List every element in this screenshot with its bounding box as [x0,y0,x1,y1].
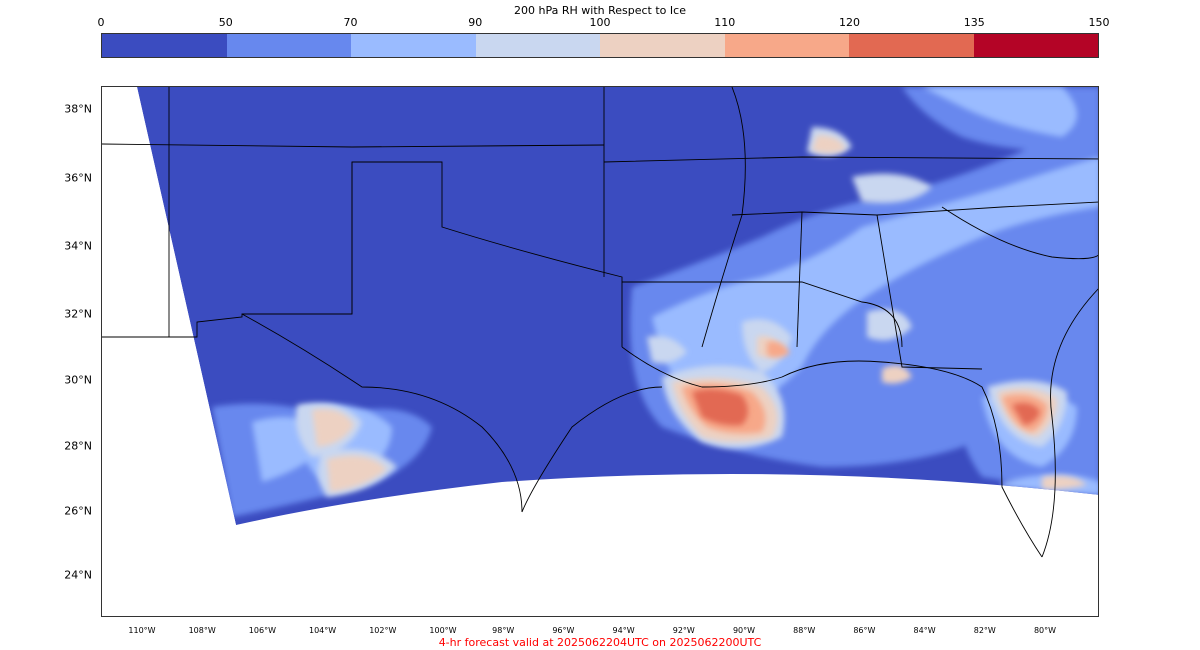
colorbar-tick-label: 70 [343,16,358,29]
colorbar-tick-label: 150 [1088,16,1110,29]
longitude-label: 100°W [429,626,457,635]
longitude-label: 108°W [188,626,216,635]
colorbar-tick-label: 90 [468,16,483,29]
latitude-label: 30°N [64,373,92,387]
colorbar-tick-label: 120 [839,16,860,29]
colorbar-segment [724,34,849,57]
colorbar-title: 200 hPa RH with Respect to Ice [514,4,686,17]
colorbar-tick-label: 100 [589,16,611,29]
latitude-label: 26°N [64,504,92,518]
latitude-label: 38°N [64,102,92,116]
longitude-label: 84°W [913,626,936,635]
colorbar-segment [351,34,476,57]
latitude-label: 24°N [64,568,92,582]
forecast-footer: 4-hr forecast valid at 2025062204UTC on … [438,636,762,649]
latitude-label: 32°N [64,307,92,321]
longitude-label: 106°W [248,626,276,635]
colorbar-segment [226,34,351,57]
colorbar-segment [973,34,1098,57]
colorbar-tick-label: 110 [714,16,736,29]
longitude-label: 82°W [973,626,996,635]
colorbar-tick-label: 0 [97,16,105,29]
longitude-label: 104°W [309,626,337,635]
map-panel [101,86,1099,617]
colorbar-segment [102,34,227,57]
longitude-label: 86°W [853,626,876,635]
longitude-label: 94°W [612,626,635,635]
longitude-label: 80°W [1033,626,1057,635]
longitude-label: 110°W [128,626,156,635]
rh-map [102,87,1098,558]
colorbar-tick-label: 135 [963,16,985,29]
longitude-label: 90°W [732,626,756,635]
borders [102,87,1098,558]
longitude-label: 102°W [369,626,397,635]
longitude-label: 96°W [552,626,575,635]
longitude-label: 88°W [793,626,816,635]
colorbar-segment [475,34,600,57]
rh-contours [212,87,1098,517]
colorbar-segment [600,34,725,57]
longitude-label: 98°W [492,626,515,635]
latitude-label: 34°N [64,239,92,253]
latitude-label: 36°N [64,171,92,185]
colorbar [101,33,1099,58]
latitude-label: 28°N [64,439,92,453]
colorbar-segment [849,34,974,57]
longitude-label: 92°W [672,626,695,635]
colorbar-tick-label: 50 [218,16,233,29]
